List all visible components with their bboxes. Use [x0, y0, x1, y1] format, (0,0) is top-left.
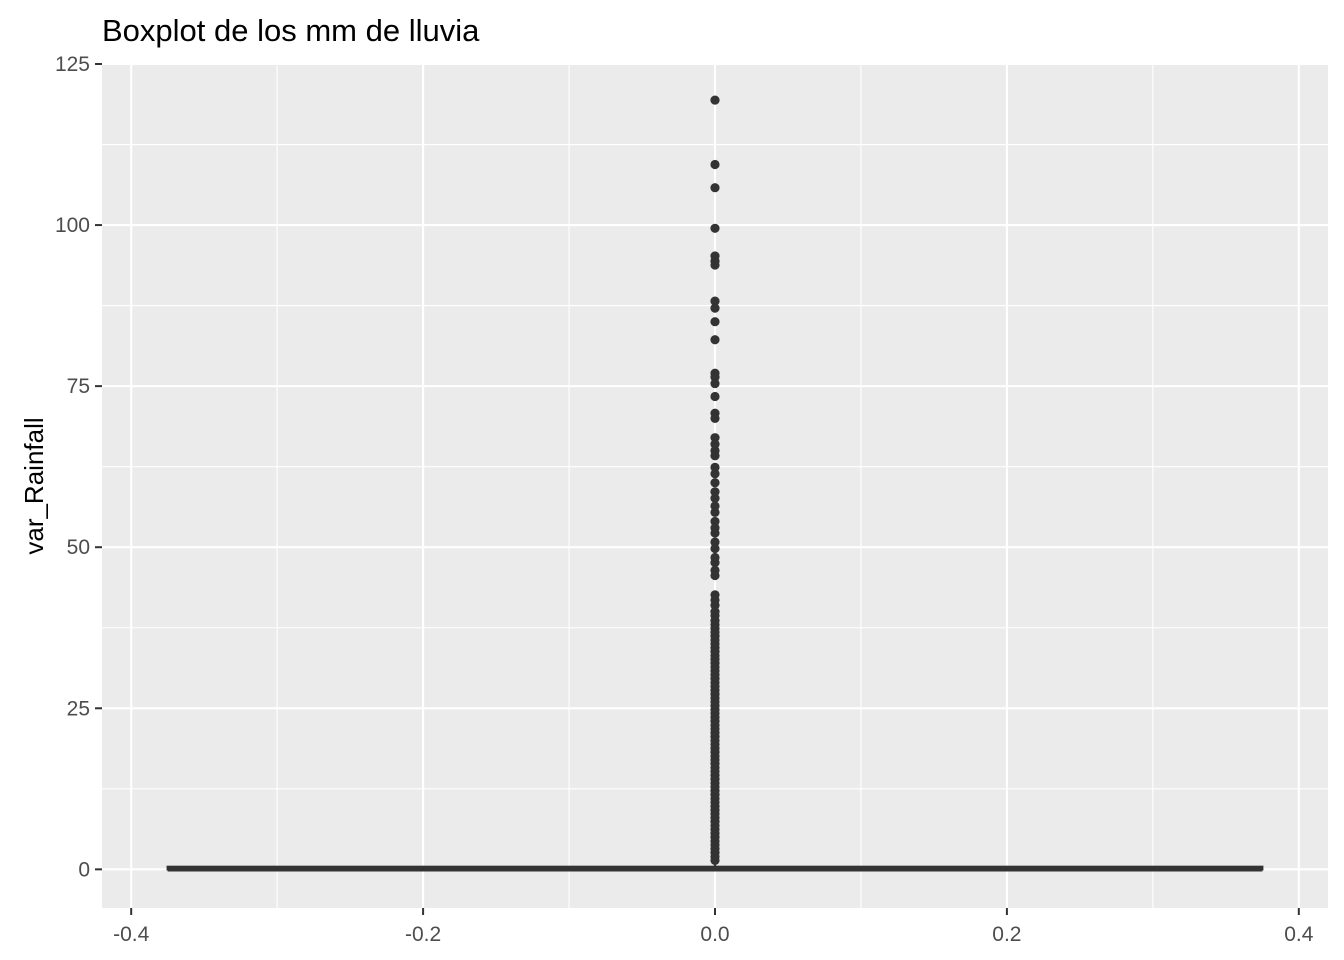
outlier-point — [710, 487, 720, 497]
outlier-point — [710, 507, 720, 518]
x-tick-label: 0.4 — [1284, 923, 1314, 946]
outlier-point — [710, 493, 720, 503]
outlier-point — [710, 528, 720, 538]
outlier-point — [710, 543, 720, 554]
outlier-point — [710, 372, 720, 382]
outlier-point — [710, 855, 720, 865]
outlier-point — [710, 501, 720, 511]
outlier-point — [710, 95, 720, 105]
x-tick-label: 0.0 — [700, 923, 729, 946]
outlier-point — [710, 516, 720, 527]
outlier-point — [710, 462, 720, 472]
y-axis-title: var_Rainfall — [19, 417, 49, 554]
outlier-point — [710, 296, 720, 306]
outlier-point — [710, 183, 720, 193]
outlier-point — [710, 335, 720, 345]
outlier-point — [710, 451, 720, 461]
y-tick-label: 100 — [55, 214, 90, 237]
y-tick-label: 0 — [78, 858, 90, 881]
outlier-point — [710, 159, 720, 170]
outlier-point — [710, 469, 720, 479]
y-tick-label: 25 — [67, 697, 90, 720]
outlier-point — [710, 317, 720, 327]
outlier-point — [710, 558, 720, 568]
outlier-point — [710, 433, 720, 443]
outlier-point — [710, 413, 720, 423]
outlier-point — [710, 260, 720, 270]
chart-title: Boxplot de los mm de lluvia — [102, 13, 480, 48]
outlier-point — [710, 570, 720, 581]
outlier-point — [710, 537, 720, 547]
y-tick-label: 75 — [67, 375, 90, 398]
y-tick-label: 125 — [55, 53, 90, 76]
boxplot-marks — [166, 95, 1264, 872]
outlier-point — [710, 378, 720, 389]
x-tick-label: -0.4 — [113, 923, 150, 946]
x-tick-label: 0.2 — [992, 923, 1021, 946]
outlier-point — [710, 223, 720, 233]
outlier-point — [710, 439, 720, 449]
outlier-point — [710, 391, 720, 402]
outlier-point — [710, 303, 720, 313]
x-tick-label: -0.2 — [405, 923, 441, 946]
y-tick-label: 50 — [67, 536, 90, 559]
outlier-point — [710, 478, 720, 488]
axes: 0 25 50 75 100 125 -0.4 -0.2 0.0 0.2 0.4 — [55, 53, 1314, 946]
outlier-point — [710, 600, 720, 610]
